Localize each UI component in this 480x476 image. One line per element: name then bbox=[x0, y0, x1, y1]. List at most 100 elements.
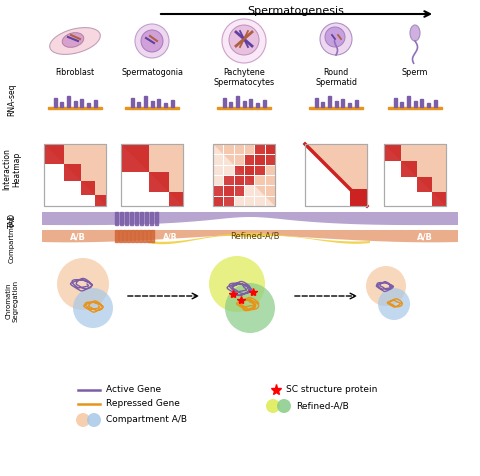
Bar bbox=[234, 185, 244, 196]
Bar bbox=[67, 96, 70, 107]
Bar bbox=[305, 144, 367, 206]
Bar bbox=[213, 165, 223, 175]
Bar bbox=[328, 96, 331, 107]
Bar bbox=[244, 144, 254, 154]
Bar bbox=[394, 98, 396, 107]
Bar bbox=[223, 154, 234, 165]
Bar bbox=[115, 212, 118, 225]
Text: Compartment: Compartment bbox=[9, 215, 15, 263]
Bar bbox=[384, 144, 446, 206]
Bar bbox=[254, 196, 264, 206]
Polygon shape bbox=[44, 144, 106, 206]
Bar bbox=[53, 98, 57, 107]
Bar bbox=[244, 185, 254, 196]
Ellipse shape bbox=[50, 28, 100, 54]
Bar bbox=[149, 172, 169, 192]
Text: A/B: A/B bbox=[417, 232, 433, 241]
Bar bbox=[217, 107, 271, 109]
Bar bbox=[213, 144, 275, 206]
Bar bbox=[413, 100, 417, 107]
Bar bbox=[254, 175, 264, 185]
Bar bbox=[121, 144, 183, 206]
Bar bbox=[81, 181, 95, 195]
Bar bbox=[263, 99, 265, 107]
Bar bbox=[145, 212, 148, 225]
Bar bbox=[151, 230, 154, 242]
Polygon shape bbox=[121, 144, 183, 206]
Circle shape bbox=[76, 413, 90, 427]
Bar bbox=[335, 100, 337, 107]
Text: Spermatogenesis: Spermatogenesis bbox=[248, 6, 345, 16]
Text: Interaction
Heatmap: Interaction Heatmap bbox=[2, 148, 22, 190]
Bar bbox=[135, 230, 137, 242]
Bar bbox=[140, 212, 143, 225]
Bar bbox=[254, 144, 264, 154]
Circle shape bbox=[57, 258, 109, 310]
Bar bbox=[264, 196, 275, 206]
Bar bbox=[223, 196, 234, 206]
Bar bbox=[73, 100, 76, 107]
Bar bbox=[244, 175, 254, 185]
Ellipse shape bbox=[410, 25, 420, 41]
Bar bbox=[432, 192, 446, 206]
Polygon shape bbox=[305, 144, 367, 206]
Bar bbox=[384, 144, 446, 206]
Bar bbox=[123, 230, 125, 242]
Bar bbox=[401, 161, 417, 177]
Bar bbox=[87, 102, 90, 107]
Bar bbox=[213, 144, 223, 154]
Text: Round
Spermatid: Round Spermatid bbox=[315, 68, 357, 88]
Bar bbox=[164, 102, 167, 107]
Bar bbox=[314, 98, 317, 107]
Bar bbox=[48, 107, 102, 109]
Bar bbox=[264, 144, 275, 154]
Bar bbox=[242, 100, 245, 107]
Text: Active Gene: Active Gene bbox=[106, 386, 161, 395]
Bar bbox=[170, 99, 173, 107]
Bar bbox=[433, 99, 436, 107]
Bar bbox=[264, 185, 275, 196]
Circle shape bbox=[366, 266, 406, 306]
Bar bbox=[309, 107, 363, 109]
Bar bbox=[234, 144, 244, 154]
Bar bbox=[341, 99, 344, 107]
Circle shape bbox=[73, 288, 113, 328]
Polygon shape bbox=[148, 233, 370, 244]
Bar bbox=[223, 98, 226, 107]
Bar bbox=[80, 99, 83, 107]
Circle shape bbox=[266, 399, 280, 413]
Bar bbox=[213, 154, 223, 165]
Text: Refined-A/B: Refined-A/B bbox=[230, 231, 280, 240]
Bar bbox=[321, 101, 324, 107]
Bar bbox=[236, 96, 239, 107]
Bar bbox=[223, 175, 234, 185]
Text: Spermatogonia: Spermatogonia bbox=[121, 68, 183, 77]
Bar bbox=[127, 230, 130, 242]
Bar bbox=[234, 154, 244, 165]
Bar bbox=[244, 196, 254, 206]
Bar bbox=[355, 99, 358, 107]
Bar bbox=[125, 107, 179, 109]
Bar bbox=[44, 144, 106, 206]
Bar bbox=[115, 230, 118, 242]
Circle shape bbox=[325, 27, 345, 47]
Text: Sperm: Sperm bbox=[402, 68, 428, 77]
Bar bbox=[400, 101, 403, 107]
Circle shape bbox=[225, 283, 275, 333]
Bar bbox=[407, 96, 410, 107]
Bar bbox=[213, 196, 223, 206]
Bar bbox=[264, 175, 275, 185]
Circle shape bbox=[135, 24, 169, 58]
Polygon shape bbox=[384, 144, 446, 206]
Bar bbox=[256, 102, 259, 107]
Bar bbox=[44, 144, 64, 165]
Bar bbox=[64, 165, 81, 181]
Bar bbox=[384, 144, 401, 161]
Text: Chromatin
Segregation: Chromatin Segregation bbox=[5, 280, 19, 322]
Bar bbox=[157, 99, 160, 107]
Bar bbox=[95, 195, 106, 206]
Text: Fibroblast: Fibroblast bbox=[55, 68, 95, 77]
Bar bbox=[234, 175, 244, 185]
Bar bbox=[254, 165, 264, 175]
Circle shape bbox=[222, 19, 266, 63]
